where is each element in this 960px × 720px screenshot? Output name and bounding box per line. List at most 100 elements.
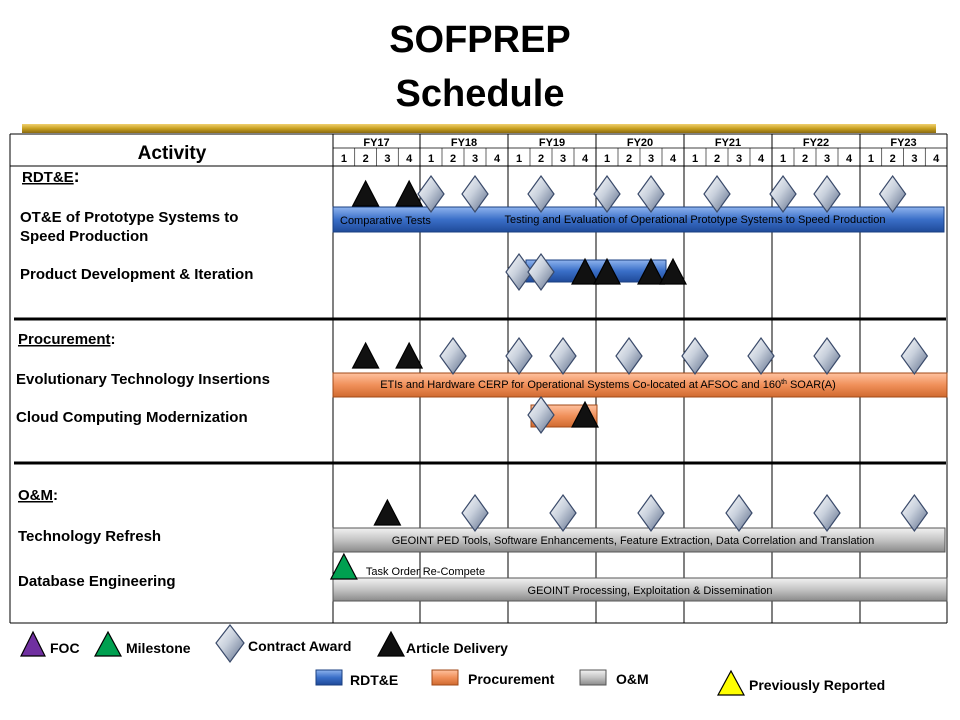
contract-award-marker [813,493,841,533]
bar-eti [332,372,948,398]
row-label-product-dev: Product Development & Iteration [20,266,253,283]
section-rdte: RDT&E: OT&E of Prototype Systems to Spee… [20,166,253,283]
contract-award-marker [549,493,577,533]
quarter-label: 3 [648,153,654,165]
section-suffix-procurement: : [111,331,116,348]
milestone-markers: Task Order Re-Compete [329,174,929,580]
fy-label: FY18 [451,137,477,149]
contract-award-marker [681,336,709,376]
legend-milestone-icon [93,630,123,657]
article-delivery-marker [571,257,599,285]
svg-text:O&M:: O&M: [18,487,58,504]
legend-procurement-swatch [431,669,459,686]
row-label-eti: Evolutionary Technology Insertions [16,371,270,388]
contract-award-marker [461,174,489,214]
bar-eti-label: ETIs and Hardware CERP for Operational S… [380,379,836,391]
article-delivery-marker [351,341,380,369]
quarter-label: 2 [450,153,456,165]
section-suffix-om: : [53,487,58,504]
activity-header: Activity [138,143,207,164]
quarter-label: 3 [560,153,566,165]
contract-award-marker [878,174,907,214]
contract-award-marker [505,252,533,292]
svg-text:RDT&E:: RDT&E: [22,166,80,186]
quarter-label: 2 [802,153,808,165]
article-delivery-marker [395,179,424,207]
contract-award-marker [417,174,445,214]
article-delivery-marker [659,257,687,285]
quarter-label: 1 [780,153,786,165]
legend-foc-icon [20,630,46,657]
legend-article-delivery-label: Article Delivery [406,640,508,656]
contract-award-marker [527,395,555,435]
fy-label: FY19 [539,137,565,149]
article-delivery-marker [373,498,402,526]
quarter-label: 4 [582,153,589,165]
title-line-1: SOFPREP [389,19,571,61]
contract-award-marker [813,174,841,214]
contract-award-marker [505,336,533,376]
contract-award-marker [813,336,841,376]
contract-award-marker [900,493,929,533]
contract-award-marker [461,493,489,533]
legend-previously-reported-icon [716,669,746,696]
contract-award-marker [900,336,929,376]
row-label-cloud: Cloud Computing Modernization [16,409,248,426]
legend-article-delivery-icon [376,630,406,657]
bar-db-eng [332,577,948,602]
contract-award-marker [769,174,797,214]
quarter-label: 3 [384,153,390,165]
bar-db-eng-label: GEOINT Processing, Exploitation & Dissem… [528,585,773,597]
fy-label: FY23 [890,137,916,149]
legend-rdte-label: RDT&E [350,672,398,688]
section-title-rdte: RDT&E [22,169,74,186]
gold-divider [22,124,936,133]
fy-label: FY17 [363,137,389,149]
quarter-label: 4 [406,153,413,165]
quarter-label: 2 [538,153,544,165]
contract-award-marker [637,174,665,214]
contract-award-marker [725,493,753,533]
milestone-marker [329,552,358,580]
section-om: O&M: Technology Refresh Database Enginee… [18,487,176,590]
legend-rdte-swatch [315,669,343,686]
legend-contract-award-icon [215,624,245,664]
legend-om-label: O&M [616,671,649,687]
fy-label: FY22 [803,137,829,149]
quarter-label: 4 [670,153,677,165]
quarter-label: 2 [890,153,896,165]
quarter-label: 4 [933,153,940,165]
quarter-label: 1 [516,153,522,165]
quarter-label: 3 [824,153,830,165]
quarter-label: 1 [868,153,874,165]
article-delivery-marker [637,257,665,285]
legend-previously-reported-label: Previously Reported [749,677,885,693]
section-title-procurement: Procurement [18,331,111,348]
article-delivery-marker [593,257,621,285]
quarter-label: 3 [472,153,478,165]
quarter-label: 1 [692,153,698,165]
row-label-ote-line2: Speed Production [20,228,148,245]
quarter-label: 3 [911,153,917,165]
milestone-marker-label: Task Order Re-Compete [366,566,485,578]
bar-ote-label-testing: Testing and Evaluation of Operational Pr… [505,214,886,226]
quarter-label: 1 [428,153,434,165]
svg-text:Procurement:: Procurement: [18,331,116,348]
article-delivery-marker [571,400,599,428]
bar-tech-refresh-label: GEOINT PED Tools, Software Enhancements,… [392,535,875,547]
bar-ote [332,206,945,233]
quarter-label: 4 [494,153,501,165]
article-delivery-marker [351,179,380,207]
legend-milestone-label: Milestone [126,640,191,656]
legend-contract-award-label: Contract Award [248,638,351,654]
quarter-label: 2 [714,153,720,165]
contract-award-marker [615,336,643,376]
contract-award-marker [527,252,555,292]
legend-foc-label: FOC [50,640,80,656]
article-delivery-marker [395,341,424,369]
quarter-label: 4 [758,153,765,165]
quarter-label: 2 [626,153,632,165]
section-suffix-rdte: : [74,166,80,186]
contract-award-marker [527,174,555,214]
section-title-om: O&M [18,487,53,504]
